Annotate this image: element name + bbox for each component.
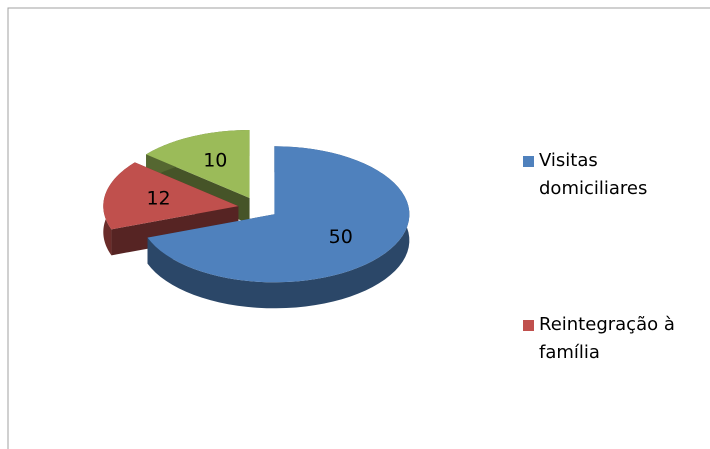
data-label: 12 bbox=[146, 188, 170, 210]
legend-item: Visitas domiciliares bbox=[523, 147, 703, 203]
legend-label: Visitas domiciliares bbox=[539, 150, 648, 199]
legend-swatch bbox=[523, 156, 534, 167]
legend-swatch bbox=[523, 320, 534, 331]
slice bbox=[147, 146, 410, 283]
data-label: 50 bbox=[329, 226, 353, 248]
chart-border bbox=[7, 7, 710, 449]
slice bbox=[103, 162, 239, 230]
legend-item: Reintegração à família bbox=[523, 311, 703, 367]
legend-label: Reintegração à família bbox=[539, 314, 675, 363]
slice bbox=[146, 130, 250, 199]
data-label: 10 bbox=[203, 150, 227, 172]
